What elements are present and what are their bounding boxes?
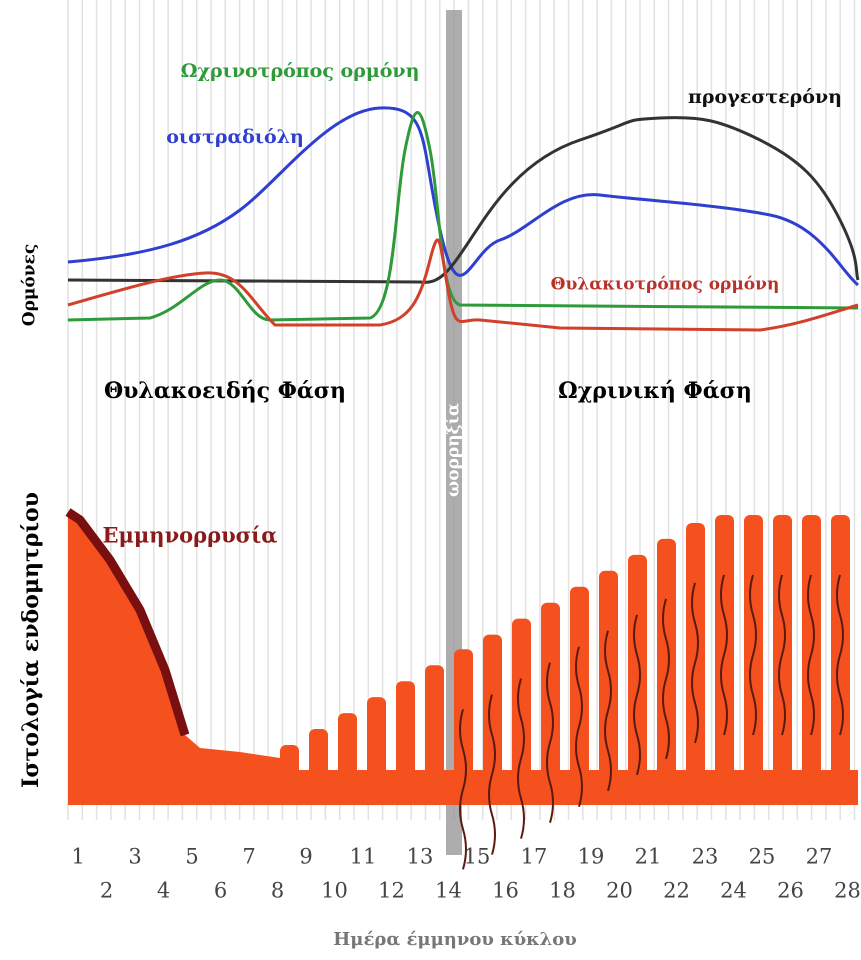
day-label: 7 — [242, 845, 255, 869]
day-label: 28 — [834, 879, 861, 903]
gland-fold — [831, 515, 850, 805]
day-label: 18 — [549, 879, 576, 903]
day-label: 10 — [321, 879, 348, 903]
day-label: 25 — [749, 845, 776, 869]
day-label: 12 — [378, 879, 405, 903]
ovulation-label: ωορρηξία — [444, 403, 464, 497]
gland-fold — [309, 729, 328, 805]
day-label: 1 — [71, 845, 84, 869]
menstruation-label: Εμμηνορρυσία — [103, 523, 278, 548]
gland-fold — [715, 515, 734, 805]
x-axis-label: Ημέρα έμμηνου κύκλου — [333, 929, 576, 950]
day-label: 13 — [407, 845, 434, 869]
day-label: 8 — [271, 879, 284, 903]
day-label: 9 — [299, 845, 312, 869]
day-label: 27 — [806, 845, 833, 869]
gland-fold — [425, 665, 444, 805]
day-label: 17 — [521, 845, 548, 869]
gland-fold — [483, 635, 502, 805]
day-labels: 1234567891011121314151617181920212223242… — [71, 845, 861, 903]
gland-fold — [396, 681, 415, 805]
follicular-phase: Θυλακοειδής Φάση — [104, 378, 346, 404]
day-label: 15 — [464, 845, 491, 869]
gland-fold — [338, 713, 357, 805]
fsh-label: Θυλακιοτρόπος ορμόνη — [551, 275, 780, 295]
progesterone-label: προγεστερόνη — [688, 86, 842, 108]
menstrual-tissue — [68, 512, 280, 805]
estradiol-label: οιστραδιόλη — [166, 126, 304, 148]
day-label: 22 — [663, 879, 690, 903]
gland-fold — [628, 555, 647, 805]
gland-fold — [454, 649, 473, 805]
menstrual-cycle-diagram: Ωχρινοτρόπος ορμόνη οιστραδιόλη προγεστε… — [0, 0, 861, 960]
day-label: 19 — [578, 845, 605, 869]
luteal-phase: Ωχρινική Φάση — [558, 378, 752, 404]
day-label: 20 — [606, 879, 633, 903]
gland-fold — [657, 539, 676, 805]
gland-fold — [744, 515, 763, 805]
day-label: 24 — [720, 879, 747, 903]
day-label: 14 — [435, 879, 462, 903]
day-label: 4 — [157, 879, 170, 903]
hormones-axis-label: Ορμόνες — [20, 244, 40, 326]
day-label: 6 — [214, 879, 227, 903]
day-label: 21 — [635, 845, 662, 869]
gland-fold — [512, 619, 531, 805]
gland-fold — [802, 515, 821, 805]
day-label: 16 — [492, 879, 519, 903]
gland-fold — [367, 697, 386, 805]
day-label: 3 — [128, 845, 141, 869]
gland-fold — [280, 745, 299, 805]
endometrium-axis-label: Ιστολογία ενδομητρίου — [18, 492, 44, 788]
gland-fold — [599, 571, 618, 805]
day-label: 26 — [777, 879, 804, 903]
day-label: 2 — [100, 879, 113, 903]
lh-label: Ωχρινοτρόπος ορμόνη — [181, 60, 420, 82]
day-label: 23 — [692, 845, 719, 869]
gland-fold — [773, 515, 792, 805]
day-label: 5 — [185, 845, 198, 869]
day-label: 11 — [350, 845, 377, 869]
